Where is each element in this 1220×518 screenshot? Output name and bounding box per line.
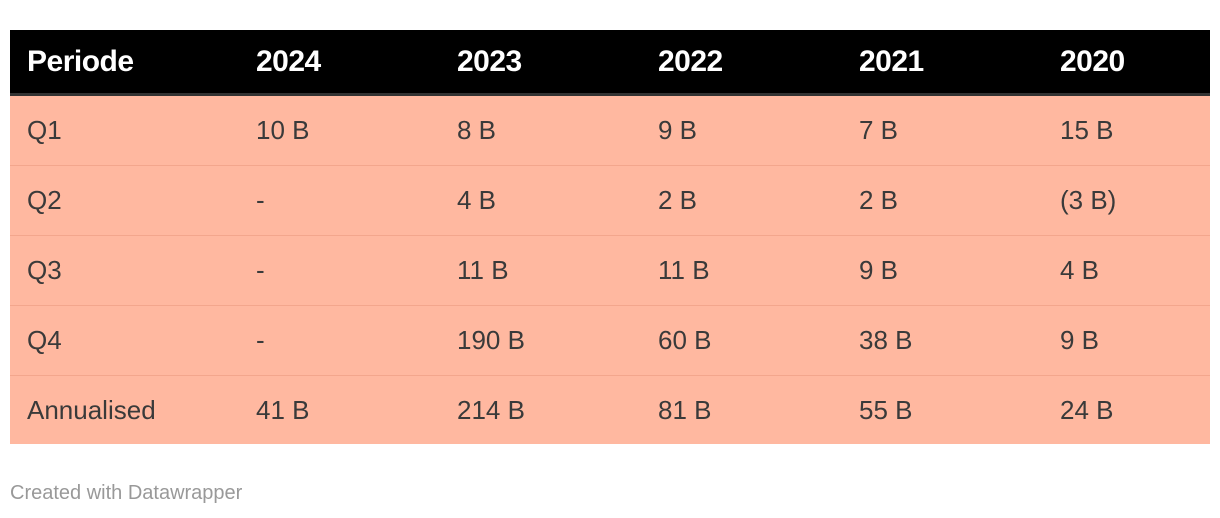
table-row: Q4 - 190 B 60 B 38 B 9 B: [10, 305, 1210, 376]
table-cell-period: Q4: [10, 305, 239, 376]
column-header-2024: 2024: [239, 30, 440, 96]
table-cell-period: Q3: [10, 235, 239, 306]
data-table: Periode 2024 2023 2022 2021 2020 Q1 10 B…: [10, 30, 1210, 444]
table-cell: 15 B: [1043, 94, 1210, 166]
table-cell: 2 B: [842, 165, 1043, 236]
table-cell-period: Q1: [10, 94, 239, 166]
table-body: Q1 10 B 8 B 9 B 7 B 15 B Q2 - 4 B 2 B 2 …: [10, 94, 1210, 444]
table-cell: 4 B: [440, 165, 641, 236]
datawrapper-credit: Created with Datawrapper: [10, 482, 243, 504]
table-cell: 7 B: [842, 94, 1043, 166]
table-cell: 190 B: [440, 305, 641, 376]
table-cell: 214 B: [440, 375, 641, 444]
table-row: Q2 - 4 B 2 B 2 B (3 B): [10, 165, 1210, 236]
table-cell: (3 B): [1043, 165, 1210, 236]
column-header-2020: 2020: [1043, 30, 1210, 96]
table-cell: 81 B: [641, 375, 842, 444]
data-table-container: Periode 2024 2023 2022 2021 2020 Q1 10 B…: [10, 30, 1210, 444]
table-cell-period: Annualised: [10, 375, 239, 444]
column-header-2023: 2023: [440, 30, 641, 96]
table-cell: 9 B: [842, 235, 1043, 306]
table-cell: 38 B: [842, 305, 1043, 376]
table-header: Periode 2024 2023 2022 2021 2020: [10, 30, 1210, 96]
table-cell: 24 B: [1043, 375, 1210, 444]
table-row: Annualised 41 B 214 B 81 B 55 B 24 B: [10, 375, 1210, 444]
table-cell: 2 B: [641, 165, 842, 236]
table-cell: 11 B: [641, 235, 842, 306]
table-cell: 55 B: [842, 375, 1043, 444]
table-cell: -: [239, 235, 440, 306]
column-header-2022: 2022: [641, 30, 842, 96]
table-cell: 8 B: [440, 94, 641, 166]
column-header-2021: 2021: [842, 30, 1043, 96]
table-cell: 11 B: [440, 235, 641, 306]
table-cell: 10 B: [239, 94, 440, 166]
table-row: Q3 - 11 B 11 B 9 B 4 B: [10, 235, 1210, 306]
table-cell: 60 B: [641, 305, 842, 376]
table-cell: 41 B: [239, 375, 440, 444]
table-cell: 9 B: [641, 94, 842, 166]
table-cell: -: [239, 305, 440, 376]
column-header-periode: Periode: [10, 30, 239, 96]
header-row: Periode 2024 2023 2022 2021 2020: [10, 30, 1210, 96]
table-cell: 4 B: [1043, 235, 1210, 306]
table-cell-period: Q2: [10, 165, 239, 236]
table-cell: -: [239, 165, 440, 236]
table-row: Q1 10 B 8 B 9 B 7 B 15 B: [10, 94, 1210, 166]
table-cell: 9 B: [1043, 305, 1210, 376]
